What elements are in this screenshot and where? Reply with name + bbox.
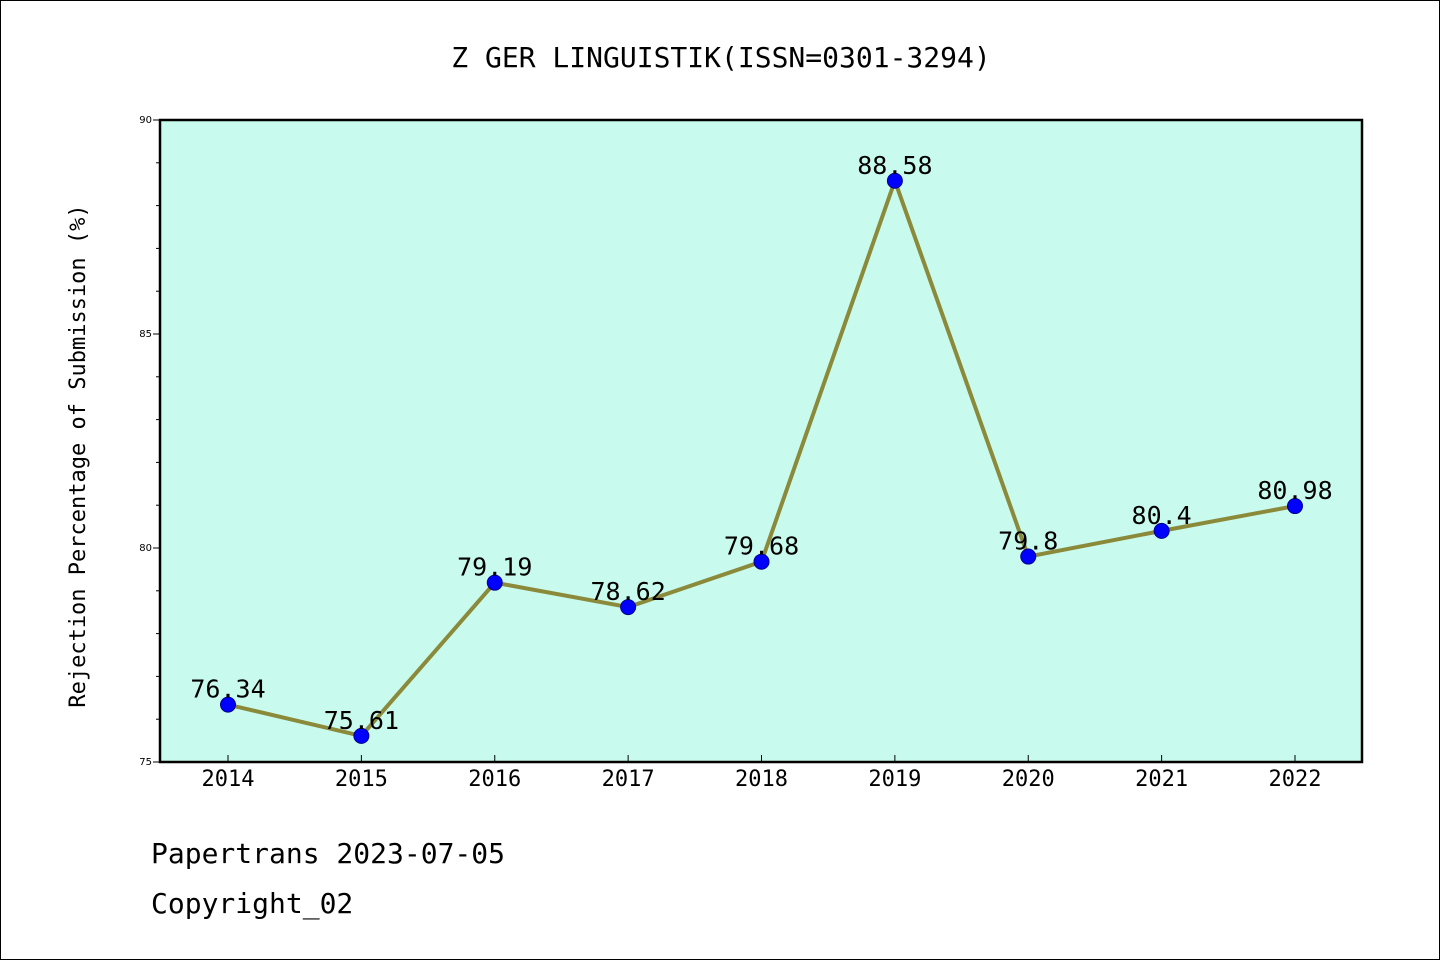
chart-title: Z GER LINGUISTIK(ISSN=0301-3294) — [451, 41, 990, 74]
data-label: 80.98 — [1257, 476, 1332, 505]
footer-copyright: Copyright_02 — [151, 887, 354, 920]
x-tick-label: 2021 — [1135, 767, 1188, 792]
data-point — [886, 172, 903, 189]
data-label: 75.61 — [324, 706, 399, 735]
data-point — [1020, 548, 1037, 565]
x-axis-ticks: 2014 2015 2016 2017 2018 2019 2020 2021 2022 — [202, 755, 1322, 792]
plot-area — [158, 118, 1364, 764]
y-tick-label: 75 — [139, 757, 152, 768]
y-axis-ticks: 75 80 85 90 — [139, 115, 160, 768]
y-tick-label: 90 — [139, 115, 152, 126]
y-tick-label: 80 — [139, 543, 152, 554]
x-tick-label: 2020 — [1002, 767, 1055, 792]
data-point — [486, 574, 503, 591]
data-label: 88.58 — [857, 151, 932, 180]
data-point — [1287, 498, 1303, 515]
data-point — [220, 696, 236, 713]
x-tick-label: 2017 — [602, 767, 655, 792]
data-label: 80.4 — [1132, 501, 1192, 530]
y-tick-label: 85 — [139, 329, 152, 340]
data-point — [1153, 522, 1170, 539]
data-label: 79.19 — [457, 553, 532, 582]
x-tick-label: 2014 — [202, 767, 255, 792]
data-point — [753, 553, 770, 570]
x-tick-label: 2015 — [335, 767, 388, 792]
x-tick-label: 2022 — [1269, 767, 1322, 792]
x-tick-label: 2016 — [468, 767, 521, 792]
data-label: 79.8 — [998, 527, 1058, 556]
data-point — [620, 599, 637, 616]
y-axis-label: Rejection Percentage of Submission (%) — [66, 204, 91, 707]
x-tick-label: 2019 — [868, 767, 921, 792]
data-label: 78.62 — [590, 577, 665, 606]
footer-source: Papertrans 2023-07-05 — [151, 837, 506, 870]
x-tick-label: 2018 — [735, 767, 788, 792]
data-points — [220, 172, 1303, 744]
data-labels: 76.34 75.61 79.19 78.62 79.68 88.58 79.8 80.4 80… — [190, 151, 1332, 735]
data-label: 79.68 — [724, 532, 799, 561]
data-label: 76.34 — [190, 675, 265, 704]
data-point — [353, 727, 370, 744]
